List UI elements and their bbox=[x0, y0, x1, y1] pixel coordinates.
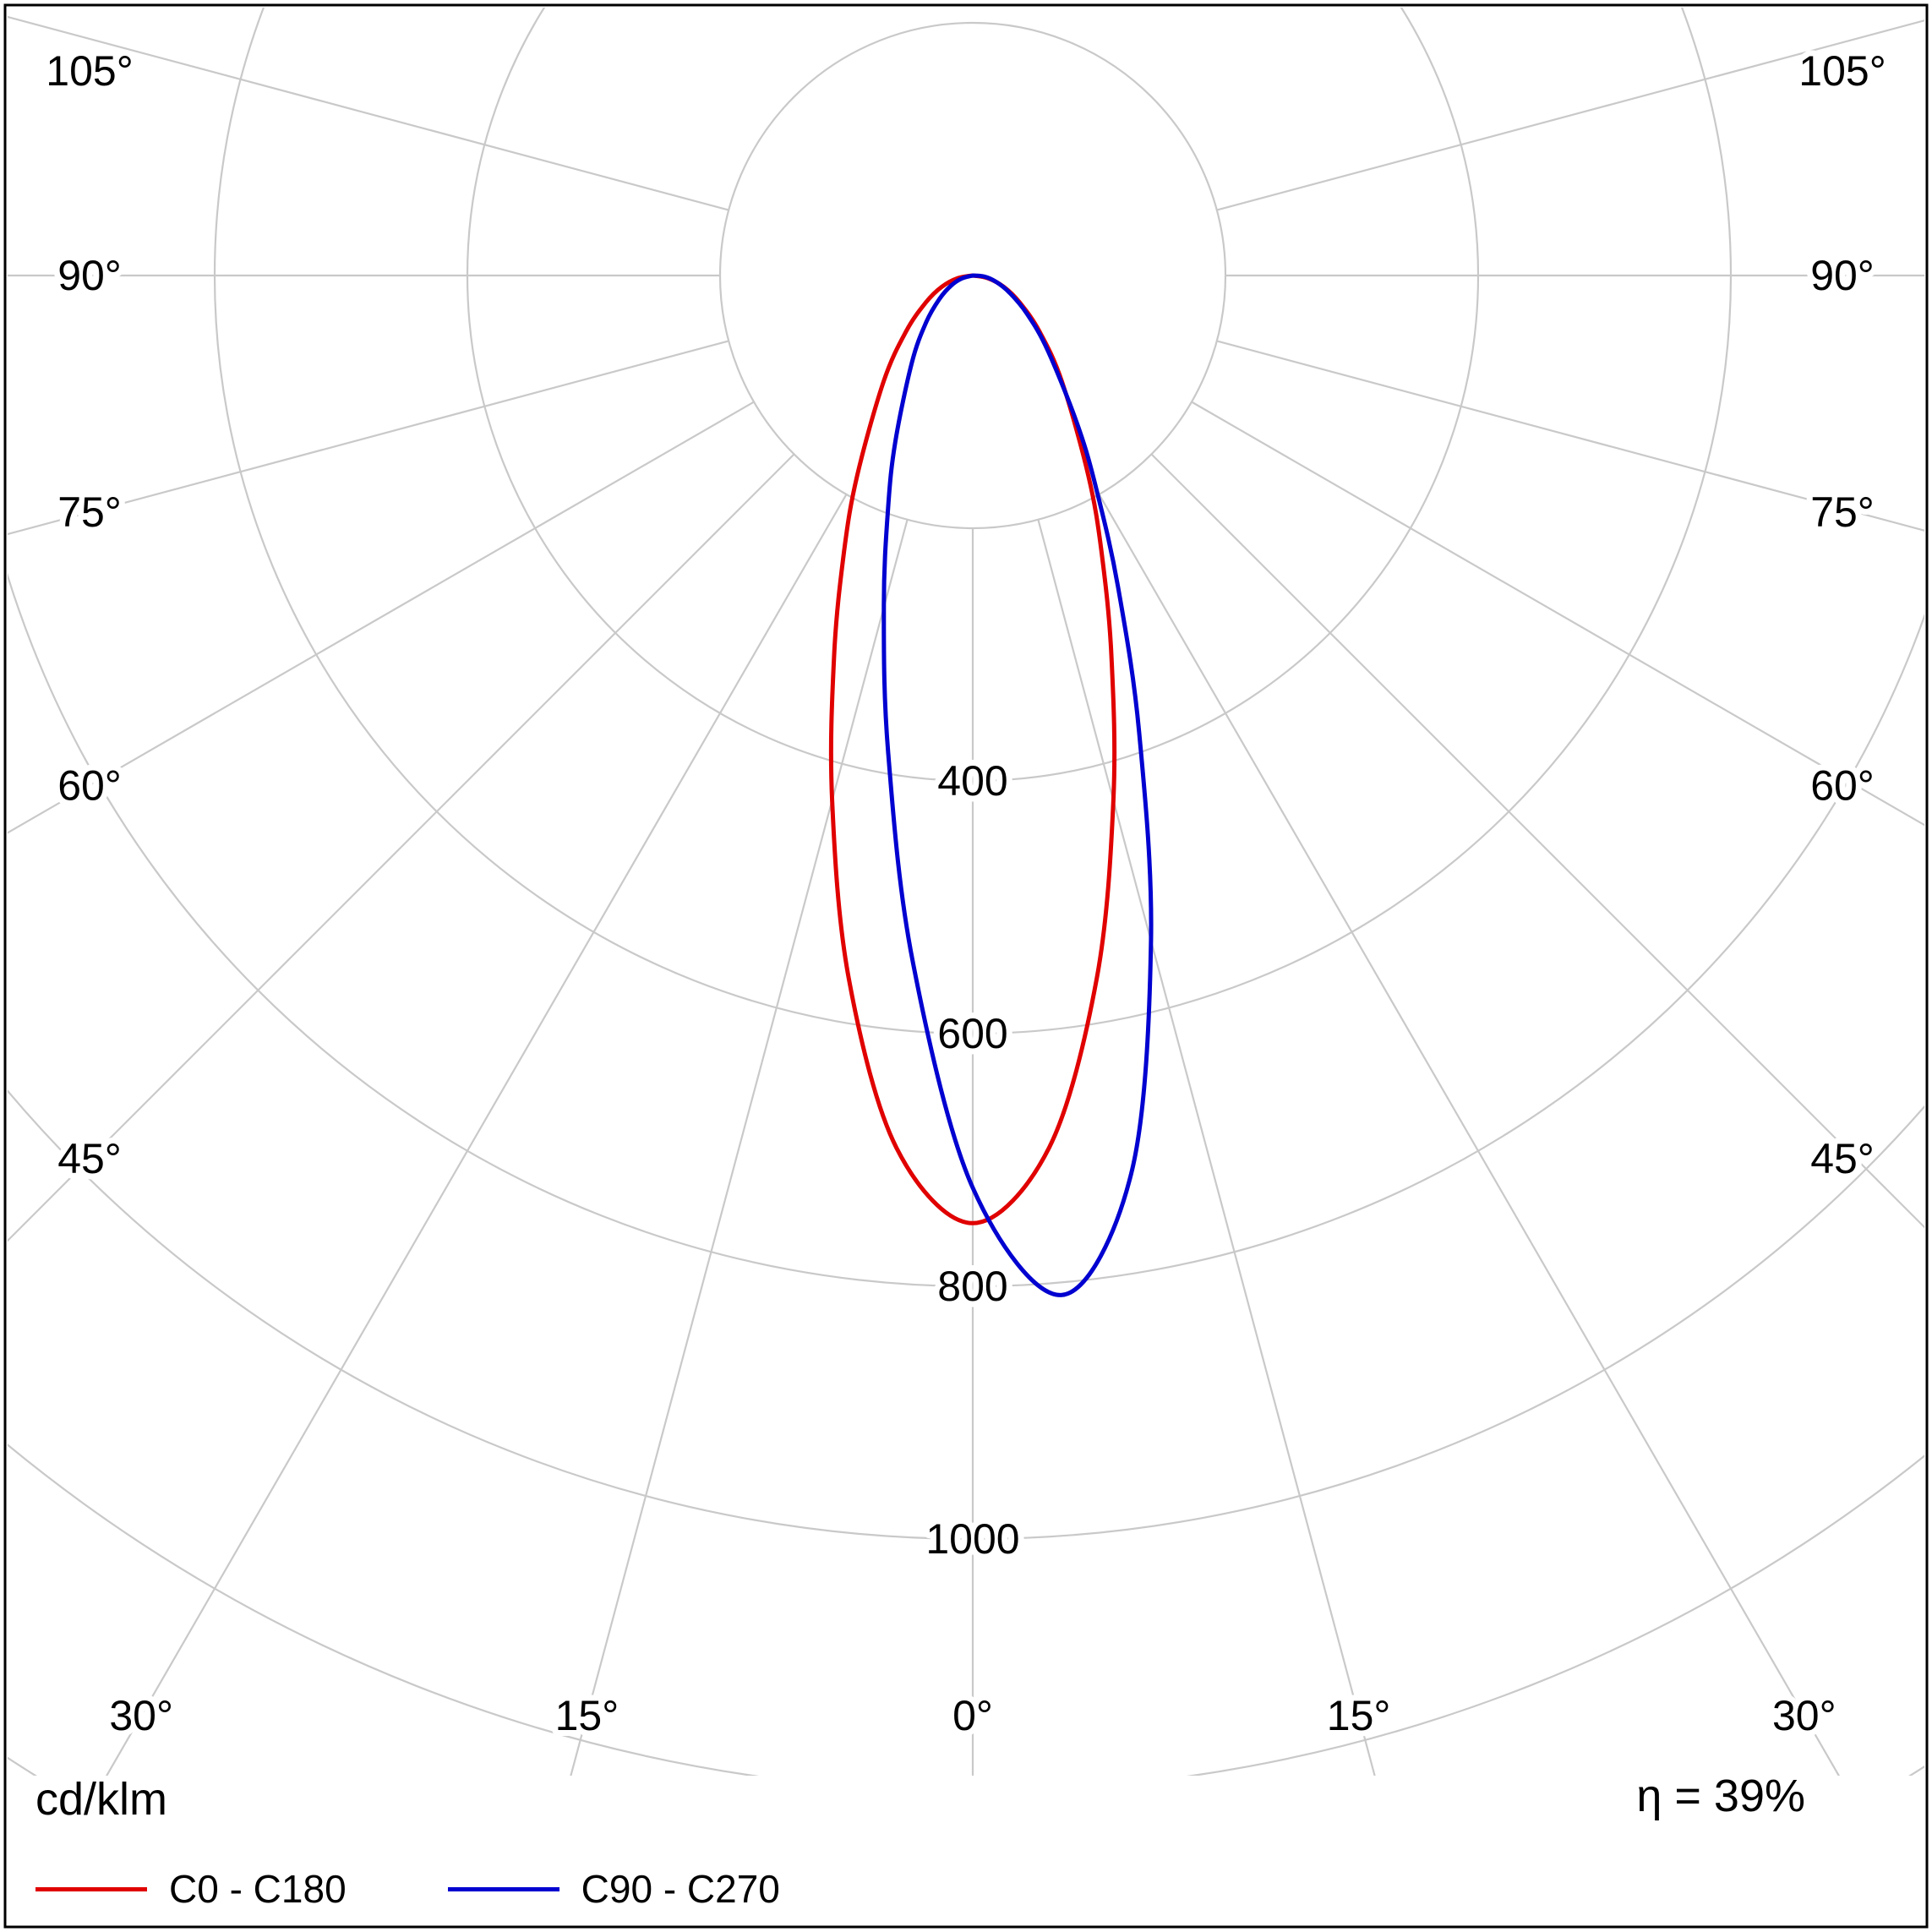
legend-label-c90-c270: C90 - C270 bbox=[581, 1867, 780, 1911]
legend: C0 - C180 C90 - C270 bbox=[35, 1866, 780, 1912]
ring-label-400: 400 bbox=[937, 757, 1007, 805]
angle-label-left-90: 90° bbox=[57, 252, 122, 299]
legend-item-c0-c180: C0 - C180 bbox=[35, 1866, 347, 1912]
angle-label-right-60: 60° bbox=[1810, 761, 1875, 809]
angle-label-right-15: 15° bbox=[1327, 1692, 1391, 1739]
legend-label-c0-c180: C0 - C180 bbox=[169, 1867, 347, 1911]
angle-label-left-60: 60° bbox=[57, 761, 122, 809]
ring-label-600: 600 bbox=[937, 1010, 1007, 1057]
angle-label-right-45: 45° bbox=[1810, 1135, 1875, 1182]
angle-label-right-30: 30° bbox=[1772, 1692, 1836, 1739]
angle-label-right-90: 90° bbox=[1810, 252, 1875, 299]
angle-label-right-75: 75° bbox=[1810, 488, 1875, 536]
axis-labels: 400 600 800 1000 0° 15° 15° 30° 30° 45° 45° 60° 60° 7… bbox=[40, 41, 1891, 1745]
angle-label-left-105: 105° bbox=[46, 47, 133, 95]
c0-c180-line-swatch bbox=[35, 1886, 147, 1891]
angle-label-left-30: 30° bbox=[109, 1692, 173, 1739]
c90-c270-curve bbox=[881, 273, 1154, 1297]
angle-label-left-15: 15° bbox=[555, 1692, 619, 1739]
angle-label-right-105: 105° bbox=[1798, 47, 1886, 95]
angle-label-left-75: 75° bbox=[57, 488, 122, 536]
ring-label-800: 800 bbox=[937, 1263, 1007, 1310]
ring-label-1000: 1000 bbox=[925, 1515, 1019, 1563]
legend-item-c90-c270: C90 - C270 bbox=[447, 1866, 780, 1912]
angle-label-left-45: 45° bbox=[57, 1135, 122, 1182]
angle-label-0: 0° bbox=[952, 1692, 993, 1739]
c90-c270-line-swatch bbox=[447, 1886, 559, 1891]
unit-label: cd/klm bbox=[35, 1774, 168, 1825]
efficiency-label: η = 39% bbox=[1636, 1771, 1805, 1821]
